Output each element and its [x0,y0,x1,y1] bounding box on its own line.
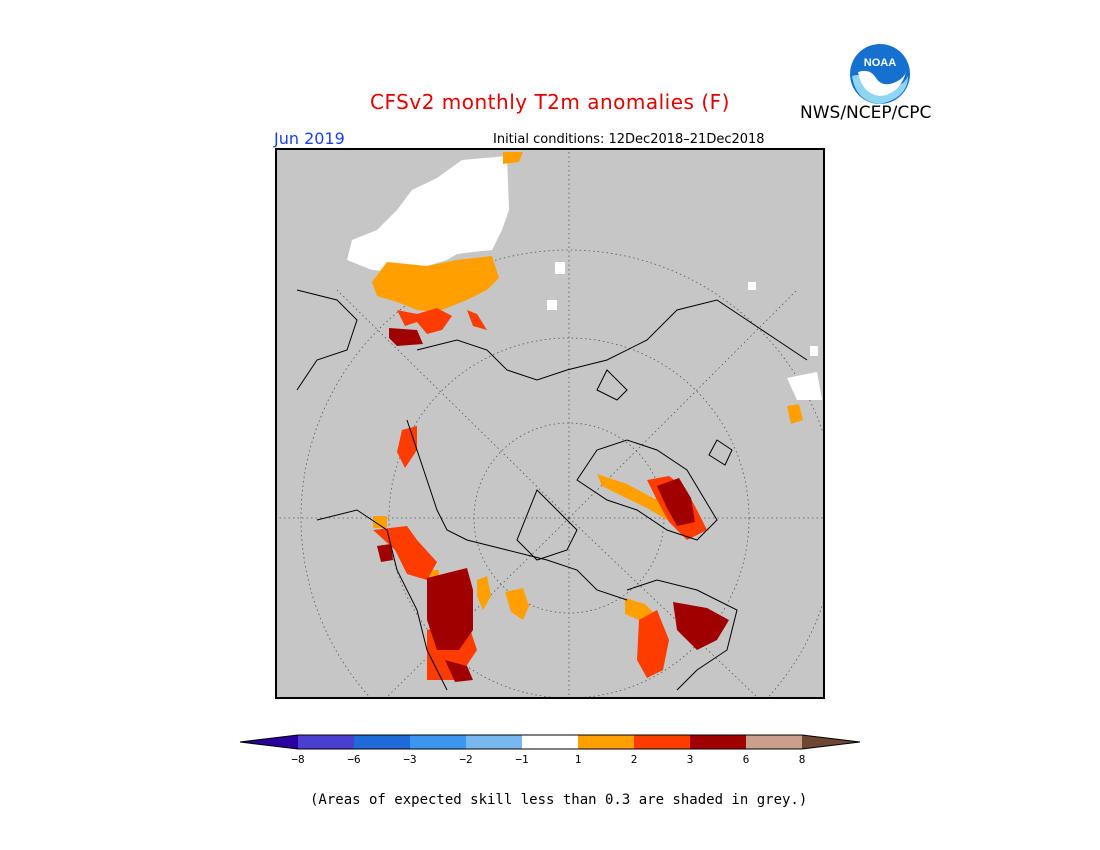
colorbar-ticks: −8 −6 −3 −2 −1 1 2 3 6 8 [291,753,805,766]
map-canvas [277,150,823,697]
colorbar-upper-arrow [802,735,860,749]
graticule [277,150,823,697]
colorbar-tick: 8 [799,753,806,766]
colorbar-segment [578,735,634,749]
colorbar-segment [354,735,410,749]
anomaly-2-3 [373,308,707,680]
chart-title: CFSv2 monthly T2m anomalies (F) [370,90,730,114]
coastlines [296,289,808,691]
colorbar-segment [746,735,802,749]
polar-map [275,148,825,699]
colorbar-lower-arrow [240,735,298,749]
colorbar-tick: −8 [291,753,304,766]
colorbar-tick: 3 [687,753,694,766]
forecast-period: Jun 2019 [274,129,345,148]
colorbar: −8 −6 −3 −2 −1 1 2 3 6 8 [239,734,861,766]
anomaly-1-2 [372,152,803,620]
agency-label: NWS/NCEP/CPC [800,103,932,123]
colorbar-tick: −1 [515,753,528,766]
colorbar-tick: −6 [347,753,360,766]
noaa-logo-text: NOAA [864,57,896,69]
colorbar-segment [522,735,578,749]
colorbar-tick: −3 [403,753,416,766]
colorbar-segment [410,735,466,749]
anomaly-3-6 [377,328,729,682]
colorbar-segment [466,735,522,749]
colorbar-segment [690,735,746,749]
skill-footnote: (Areas of expected skill less than 0.3 a… [310,792,808,808]
colorbar-segment [298,735,354,749]
near-normal-region [347,156,822,400]
colorbar-tick: 6 [743,753,750,766]
colorbar-tick: 1 [575,753,582,766]
noaa-logo: NOAA [850,44,910,104]
colorbar-segment [634,735,690,749]
colorbar-tick: −2 [459,753,472,766]
initial-conditions: Initial conditions: 12Dec2018–21Dec2018 [493,132,765,147]
colorbar-tick: 2 [631,753,638,766]
